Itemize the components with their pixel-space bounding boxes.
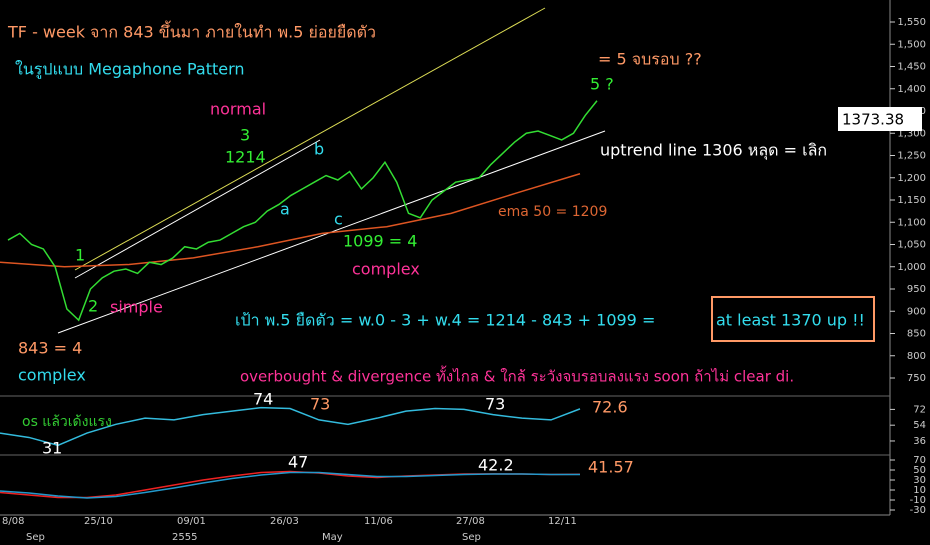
rsi-line — [0, 406, 581, 447]
annotation: 3 — [240, 126, 250, 145]
annotation: overbought & divergence ทั้งไกล & ใกล้ ร… — [240, 366, 794, 386]
y-tick-label: 800 — [907, 351, 926, 362]
y-tick-label: 36 — [913, 436, 926, 447]
y-tick-label: 750 — [907, 373, 926, 384]
price-box — [838, 107, 922, 131]
channel-line — [74, 7, 546, 271]
x-tick-label: Sep — [26, 532, 45, 543]
y-tick-label: 1,250 — [897, 151, 926, 162]
y-tick-label: 1,450 — [897, 62, 926, 73]
annotation: 5 ? — [590, 75, 614, 94]
ema-line — [0, 173, 581, 268]
annotation: uptrend line 1306 หลุด = เลิก — [600, 141, 827, 161]
y-tick-label: -10 — [910, 495, 926, 506]
target-box — [711, 296, 875, 342]
annotation: complex — [18, 366, 86, 385]
annotation: 47 — [288, 453, 308, 472]
annotation: simple — [110, 298, 163, 317]
y-tick-label: 1,500 — [897, 39, 926, 50]
y-tick-label: 72 — [913, 404, 926, 415]
x-tick-label: Sep — [462, 532, 481, 543]
price-label: 1373.38 — [842, 111, 904, 129]
annotation: complex — [352, 260, 420, 279]
y-tick-label: 1,200 — [897, 173, 926, 184]
annotation: 1 — [75, 246, 85, 265]
y-tick-label: 54 — [913, 420, 926, 431]
y-tick-label: 950 — [907, 284, 926, 295]
x-tick-label: 12/11 — [548, 516, 577, 527]
x-tick-label: 8/08 — [2, 516, 24, 527]
annotation: 74 — [253, 390, 273, 409]
annotation: 73 — [485, 395, 505, 414]
trend-line — [74, 139, 321, 279]
x-tick-label: 09/01 — [177, 516, 206, 527]
annotation: 31 — [42, 439, 62, 458]
y-tick-label: 70 — [913, 455, 926, 466]
annotation: TF - week จาก 843 ขึ้นมา ภายในทำ พ.5 ย่อ… — [7, 21, 376, 42]
annotation: เป้า พ.5 ยืดตัว = w.0 - 3 + w.4 = 1214 -… — [235, 311, 655, 330]
y-tick-label: 1,550 — [897, 17, 926, 28]
annotation: ในรูปแบบ Megaphone Pattern — [15, 60, 245, 80]
annotation: os แล้วเด้งแรง — [22, 414, 112, 430]
price-line — [7, 100, 598, 322]
y-tick-label: 1,100 — [897, 217, 926, 228]
y-tick-label: 1,300 — [897, 128, 926, 139]
x-tick-label: May — [322, 532, 343, 543]
macd-line — [0, 471, 580, 499]
x-tick-label: 26/03 — [270, 516, 299, 527]
y-tick-label: 10 — [913, 485, 926, 496]
y-tick-label: 50 — [913, 465, 926, 476]
annotation: 41.57 — [588, 458, 634, 477]
x-tick-label: 25/10 — [84, 516, 113, 527]
annotation: a — [280, 200, 290, 219]
x-tick-label: 11/06 — [364, 516, 393, 527]
annotation: 72.6 — [592, 398, 628, 417]
y-tick-label: 900 — [907, 306, 926, 317]
y-tick-label: 30 — [913, 475, 926, 486]
x-tick-label: 27/08 — [456, 516, 485, 527]
annotation: b — [314, 140, 324, 159]
annotation: ema 50 = 1209 — [498, 204, 607, 220]
annotation: = 5 จบรอบ ?? — [598, 50, 702, 69]
y-tick-label: 1,050 — [897, 240, 926, 251]
y-tick-label: -30 — [910, 505, 926, 516]
annotation: at least 1370 up !! — [716, 311, 865, 330]
annotation: 73 — [310, 395, 330, 414]
annotation: 1099 = 4 — [343, 232, 417, 251]
annotation: 843 = 4 — [18, 339, 82, 358]
y-tick-label: 850 — [907, 329, 926, 340]
annotation: c — [334, 210, 343, 229]
y-tick-label: 1,150 — [897, 195, 926, 206]
x-tick-label: 2555 — [172, 532, 197, 543]
annotation: 42.2 — [478, 456, 514, 475]
y-tick-label: 1,000 — [897, 262, 926, 273]
annotation: 1214 — [225, 148, 266, 167]
annotations: TF - week จาก 843 ขึ้นมา ภายในทำ พ.5 ย่อ… — [7, 21, 875, 477]
y-tick-label: 1,400 — [897, 84, 926, 95]
annotation: normal — [210, 100, 266, 119]
annotation: 2 — [88, 297, 98, 316]
